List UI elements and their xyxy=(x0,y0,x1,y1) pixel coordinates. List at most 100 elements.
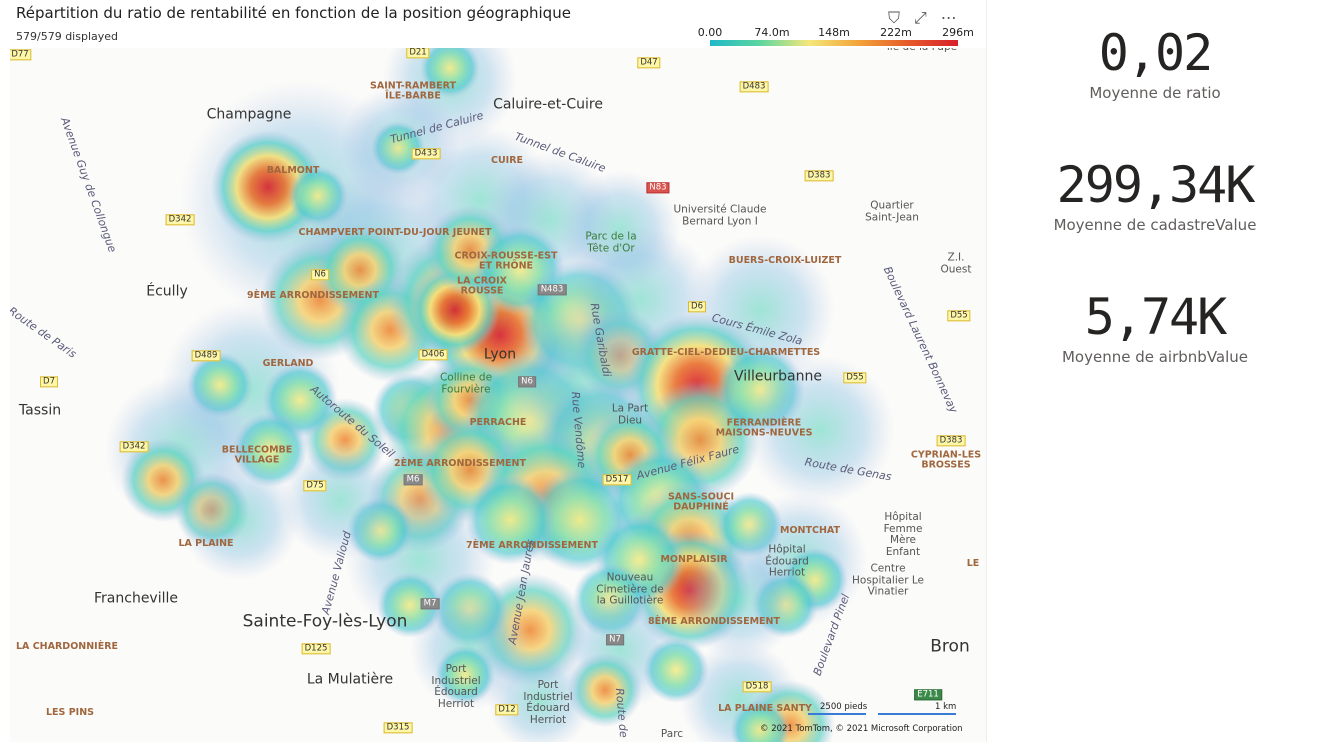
poi-name: Centre Hospitalier Le Vinatier xyxy=(852,562,924,598)
road-shield: N83 xyxy=(646,182,670,194)
district-name: CHAMPVERT POINT-DU-JOUR JEUNET xyxy=(298,226,492,238)
heat-spot xyxy=(180,460,300,580)
road-shield: D55 xyxy=(947,310,971,322)
poi-name: Port Industriel Édouard Herriot xyxy=(523,678,573,726)
road-shield: D433 xyxy=(411,148,441,160)
place-name: Francheville xyxy=(94,590,178,607)
district-name: LES PINS xyxy=(46,706,94,718)
district-name: LA CHARDONNIÈRE xyxy=(16,640,118,652)
road-shield: D489 xyxy=(191,350,221,362)
district-name: LA CROIX ROUSSE xyxy=(457,275,507,297)
scale-line xyxy=(878,713,956,715)
legend-tick-label: 222m xyxy=(880,26,912,39)
heat-spot xyxy=(435,645,495,705)
road-shield: N7 xyxy=(606,634,624,646)
visual-header-icons[interactable]: ⛉⤢⋯ xyxy=(888,8,971,27)
district-name: LA PLAINE xyxy=(178,537,234,549)
road-shield: D342 xyxy=(119,441,149,453)
scale-label: 1 km xyxy=(935,702,957,712)
place-name: Bron xyxy=(930,636,970,657)
heat-spot xyxy=(420,48,480,98)
legend-tick-label: 148m xyxy=(818,26,850,39)
district-name: 7ÈME ARRONDISSEMENT xyxy=(466,539,598,551)
legend-gradient xyxy=(710,40,958,46)
poi-name: Université Claude Bernard Lyon I xyxy=(673,203,767,227)
district-name: MONTCHAT xyxy=(780,524,840,536)
district-name: SAINT-RAMBERT ÎLE-BARBE xyxy=(370,80,456,102)
heat-spot xyxy=(730,700,790,742)
road-shield: D483 xyxy=(739,81,769,93)
place-name: Champagne xyxy=(206,106,292,123)
kpi-card: 5,74K Moyenne de airbnbValue xyxy=(1000,292,1310,366)
road-shield: N6 xyxy=(518,376,536,388)
place-name: Écully xyxy=(146,283,188,300)
road-shield: N6 xyxy=(311,269,329,281)
district-name: CYPRIAN-LES BROSSES xyxy=(910,449,982,471)
poi-name: île de la Pape xyxy=(877,48,967,54)
kpi-value: 0,02 xyxy=(1098,24,1213,82)
legend-tick-label: 74.0m xyxy=(754,26,790,39)
road-shield: D517 xyxy=(602,474,632,486)
road-shield: D315 xyxy=(383,722,413,734)
heatmap xyxy=(105,48,895,742)
road-shield: D342 xyxy=(165,214,195,226)
heat-spot xyxy=(505,305,655,455)
kpi-card: 299,34K Moyenne de cadastreValue xyxy=(1000,160,1310,234)
road-shield: M6 xyxy=(403,474,423,486)
place-name: Tassin xyxy=(18,402,62,419)
map-visual[interactable]: Caluire-et-Cuire Champagne Écully Lyon Ville… xyxy=(0,0,987,742)
place-name: Villeurbanne xyxy=(733,368,823,385)
poi-name: La Part Dieu xyxy=(611,402,649,426)
road-shield: D21 xyxy=(406,48,430,59)
kpi-value: 5,74K xyxy=(1084,288,1228,346)
color-legend: 0.00 74.0m 148m 222m 296m xyxy=(697,26,974,48)
poi-name: Hôpital Édouard Herriot xyxy=(765,543,809,579)
visual-subtitle: 579/579 displayed xyxy=(16,30,119,43)
scale-label: 2500 pieds xyxy=(820,702,868,712)
road-shield: D6 xyxy=(688,301,706,313)
poi-name: Parc xyxy=(660,728,684,741)
district-name: CROIX-ROUSSE-EST ET RHÔNE xyxy=(454,250,558,272)
map[interactable]: Caluire-et-Cuire Champagne Écully Lyon Ville… xyxy=(10,48,986,742)
road-shield: D7 xyxy=(40,376,58,388)
road-shield: D518 xyxy=(742,681,772,693)
poi-name: Hôpital Femme Mère Enfant xyxy=(883,510,923,558)
legend-tick-label: 0.00 xyxy=(697,26,723,39)
road-shield: D383 xyxy=(804,170,834,182)
road-shield: D75 xyxy=(303,480,327,492)
heat-spot xyxy=(280,440,400,560)
district-name: 9ÈME ARRONDISSEMENT xyxy=(247,289,379,301)
road-shield: D12 xyxy=(495,704,519,716)
road-shield: D383 xyxy=(936,435,966,447)
visual-title: Répartition du ratio de rentabilité en f… xyxy=(16,4,571,22)
attribution: © 2021 TomTom, © 2021 Microsoft Corporat… xyxy=(760,724,963,734)
road-shield: D406 xyxy=(418,349,448,361)
district-name: SANS-SOUCI DAUPHINÉ xyxy=(667,491,735,513)
place-name: Caluire-et-Cuire xyxy=(493,96,603,113)
road-shield: M7 xyxy=(420,598,440,610)
district-name: CUIRE xyxy=(490,154,524,166)
poi-name: Colline de Fourvière xyxy=(439,371,493,395)
poi-name: Quartier Saint-Jean xyxy=(865,199,919,223)
legend-tick-label: 296m xyxy=(942,26,974,39)
poi-name: Nouveau Cimetière de la Guillotière xyxy=(596,571,664,607)
kpi-label: Moyenne de airbnbValue xyxy=(1061,348,1249,366)
district-name: MONPLAISIR xyxy=(660,553,728,565)
road-shield: D47 xyxy=(637,57,661,69)
place-name: Lyon xyxy=(483,346,517,363)
place-name: La Mulatière xyxy=(306,671,394,688)
heat-spot xyxy=(680,540,800,660)
district-name: PERRACHE xyxy=(469,416,527,428)
district-name: GERLAND xyxy=(262,357,314,369)
district-name: BUERS-CROIX-LUIZET xyxy=(728,254,842,266)
road-shield: D77 xyxy=(10,49,32,61)
road-shield: D125 xyxy=(301,643,331,655)
place-name: Sainte-Foy-lès-Lyon xyxy=(242,611,408,632)
district-name: BALMONT xyxy=(266,164,320,176)
district-name: LA PLAINE SANTY xyxy=(718,702,812,714)
district-name: 8ÈME ARRONDISSEMENT xyxy=(648,615,780,627)
district-name: GRATTE-CIEL-DEDIEU-CHARMETTES xyxy=(631,346,821,358)
kpi-label: Moyenne de ratio xyxy=(1089,84,1221,102)
kpi-value: 299,34K xyxy=(1056,156,1256,214)
